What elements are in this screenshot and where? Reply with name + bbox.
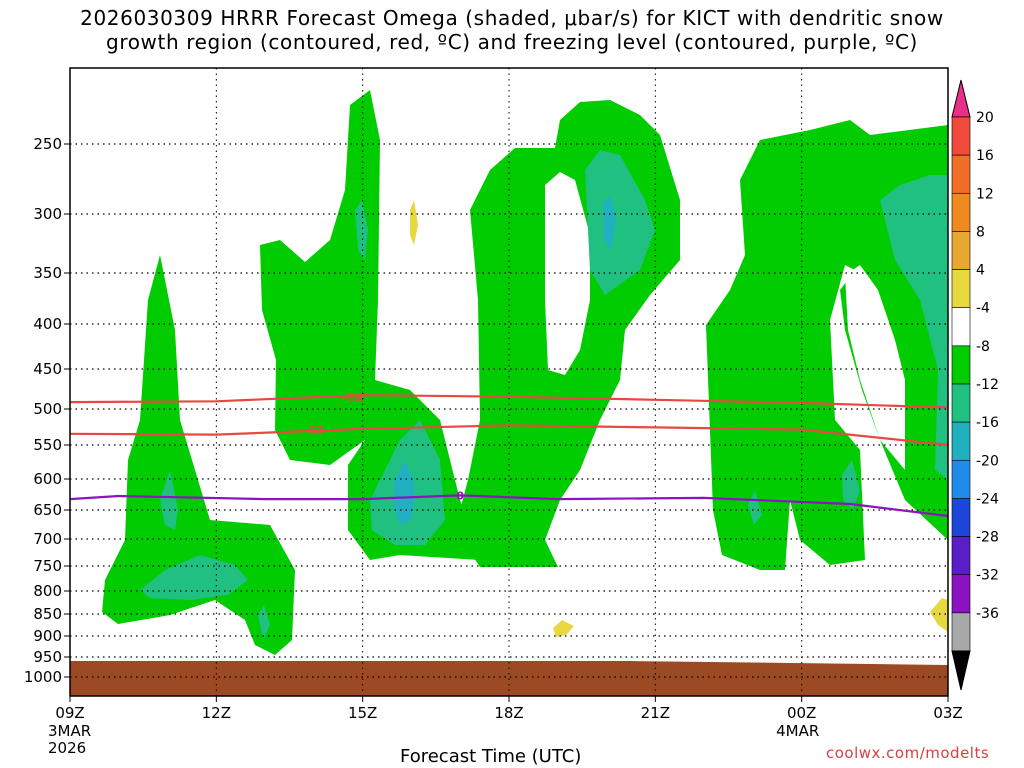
colorbar-segment-11 [951, 536, 971, 576]
y-tick-label-700: 700 [33, 530, 62, 548]
omega-core-5 [880, 175, 948, 480]
colorbar-segment-13 [951, 612, 971, 652]
y-tick-label-1000: 1000 [24, 668, 62, 686]
omega-core-cyan-1 [393, 460, 415, 525]
x-date-label-3MAR: 3MAR [48, 722, 91, 740]
colorbar-segment-3 [951, 231, 971, 270]
contour-label-1: -12 [304, 424, 324, 437]
colorbar-segment-0 [951, 116, 971, 156]
colorbar-label-0: 20 [976, 110, 994, 126]
omega-positive-1 [410, 200, 418, 245]
colorbar-label-10: -24 [976, 491, 999, 507]
y-tick-label-900: 900 [33, 627, 62, 645]
y-tick-label-800: 800 [33, 582, 62, 600]
y-tick-label-600: 600 [33, 470, 62, 488]
colorbar-label-6: -8 [976, 339, 990, 355]
omega-positive-2 [553, 620, 574, 637]
colorbar-segment-7 [951, 383, 971, 423]
colorbar-label-11: -28 [976, 530, 999, 546]
contour-lines: -18 -12 0 [69, 392, 949, 518]
colorbar-bottom-arrow [951, 650, 971, 691]
omega-region-late [706, 120, 948, 570]
y-tick-label-450: 450 [33, 360, 62, 378]
omega-hole-center [545, 172, 590, 375]
omega-core-4 [585, 150, 655, 295]
y-tick-label-850: 850 [33, 605, 62, 623]
x-date-label-4MAR: 4MAR [776, 722, 819, 740]
colorbar-segment-1 [951, 154, 971, 194]
title-line-2: growth region (contoured, red, ºC) and f… [106, 30, 918, 54]
omega-core-7 [748, 490, 762, 525]
colorbar-label-13: -36 [976, 606, 999, 622]
colorbar-label-9: -20 [976, 453, 999, 469]
colorbar-label-5: -4 [976, 301, 990, 317]
colorbar-top-arrow [951, 79, 971, 118]
omega-core-9 [258, 605, 270, 640]
y-tick-label-250: 250 [33, 135, 62, 153]
y-tick-label-650: 650 [33, 501, 62, 519]
y-tick-label-750: 750 [33, 557, 62, 575]
colorbar-segment-4 [951, 269, 971, 309]
colorbar-segment-6 [951, 345, 971, 385]
x-tick-label-21Z: 21Z [641, 704, 670, 722]
credit-link[interactable]: coolwx.com/modelts [826, 744, 990, 762]
omega-core-6 [842, 460, 860, 510]
contour-0 [69, 393, 949, 409]
omega-core-8 [355, 200, 368, 260]
y-tick-label-500: 500 [33, 400, 62, 418]
x-tick-label-00Z: 00Z [787, 704, 816, 722]
x-tick-label-03Z: 03Z [933, 704, 962, 722]
omega-core-1 [140, 555, 248, 600]
omega-core-cyan-2 [603, 195, 616, 250]
omega-positive-3 [930, 598, 948, 632]
omega-core-2 [160, 470, 178, 530]
contour-1 [69, 424, 949, 447]
y-axis-ticks: 250 300 350 400 450 500 550 600 650 700 750 800 850 9… [24, 135, 70, 686]
colorbar-segment-9 [951, 459, 971, 499]
colorbar-label-4: 4 [976, 263, 985, 279]
contour-label-0: -18 [343, 392, 363, 405]
x-tick-label-18Z: 18Z [494, 704, 523, 722]
chart-title: 2026030309 HRRR Forecast Omega (shaded, … [0, 6, 1024, 54]
contour-label-2: 0 [456, 489, 464, 502]
x-year-label: 2026 [48, 739, 86, 757]
x-tick-label-12Z: 12Z [202, 704, 231, 722]
colorbar-segment-8 [951, 421, 971, 461]
contour-2 [69, 494, 949, 518]
y-tick-label-400: 400 [33, 315, 62, 333]
colorbar-segment-5 [951, 307, 971, 347]
colorbar: 20 16 12 8 4 -4 -8 -12 -16 -20 -24 -28 -32 -36 [951, 79, 999, 691]
colorbar-label-2: 12 [976, 186, 994, 202]
omega-shading [102, 90, 948, 655]
title-line-1: 2026030309 HRRR Forecast Omega (shaded, … [80, 6, 944, 30]
colorbar-segment-12 [951, 574, 971, 614]
y-tick-label-550: 550 [33, 436, 62, 454]
colorbar-label-7: -12 [976, 377, 999, 393]
x-axis-label: Forecast Time (UTC) [400, 746, 582, 767]
omega-region-early [102, 255, 295, 655]
colorbar-label-3: 8 [976, 224, 985, 240]
colorbar-segment-10 [951, 498, 971, 537]
colorbar-label-8: -16 [976, 415, 999, 431]
colorbar-segment-2 [951, 192, 971, 232]
y-tick-label-300: 300 [33, 205, 62, 223]
x-tick-label-15Z: 15Z [348, 704, 377, 722]
x-tick-label-09Z: 09Z [55, 704, 84, 722]
omega-hole-late [845, 265, 905, 470]
colorbar-label-1: 16 [976, 148, 994, 164]
y-tick-label-350: 350 [33, 264, 62, 282]
colorbar-label-12: -32 [976, 568, 999, 584]
y-tick-label-950: 950 [33, 648, 62, 666]
